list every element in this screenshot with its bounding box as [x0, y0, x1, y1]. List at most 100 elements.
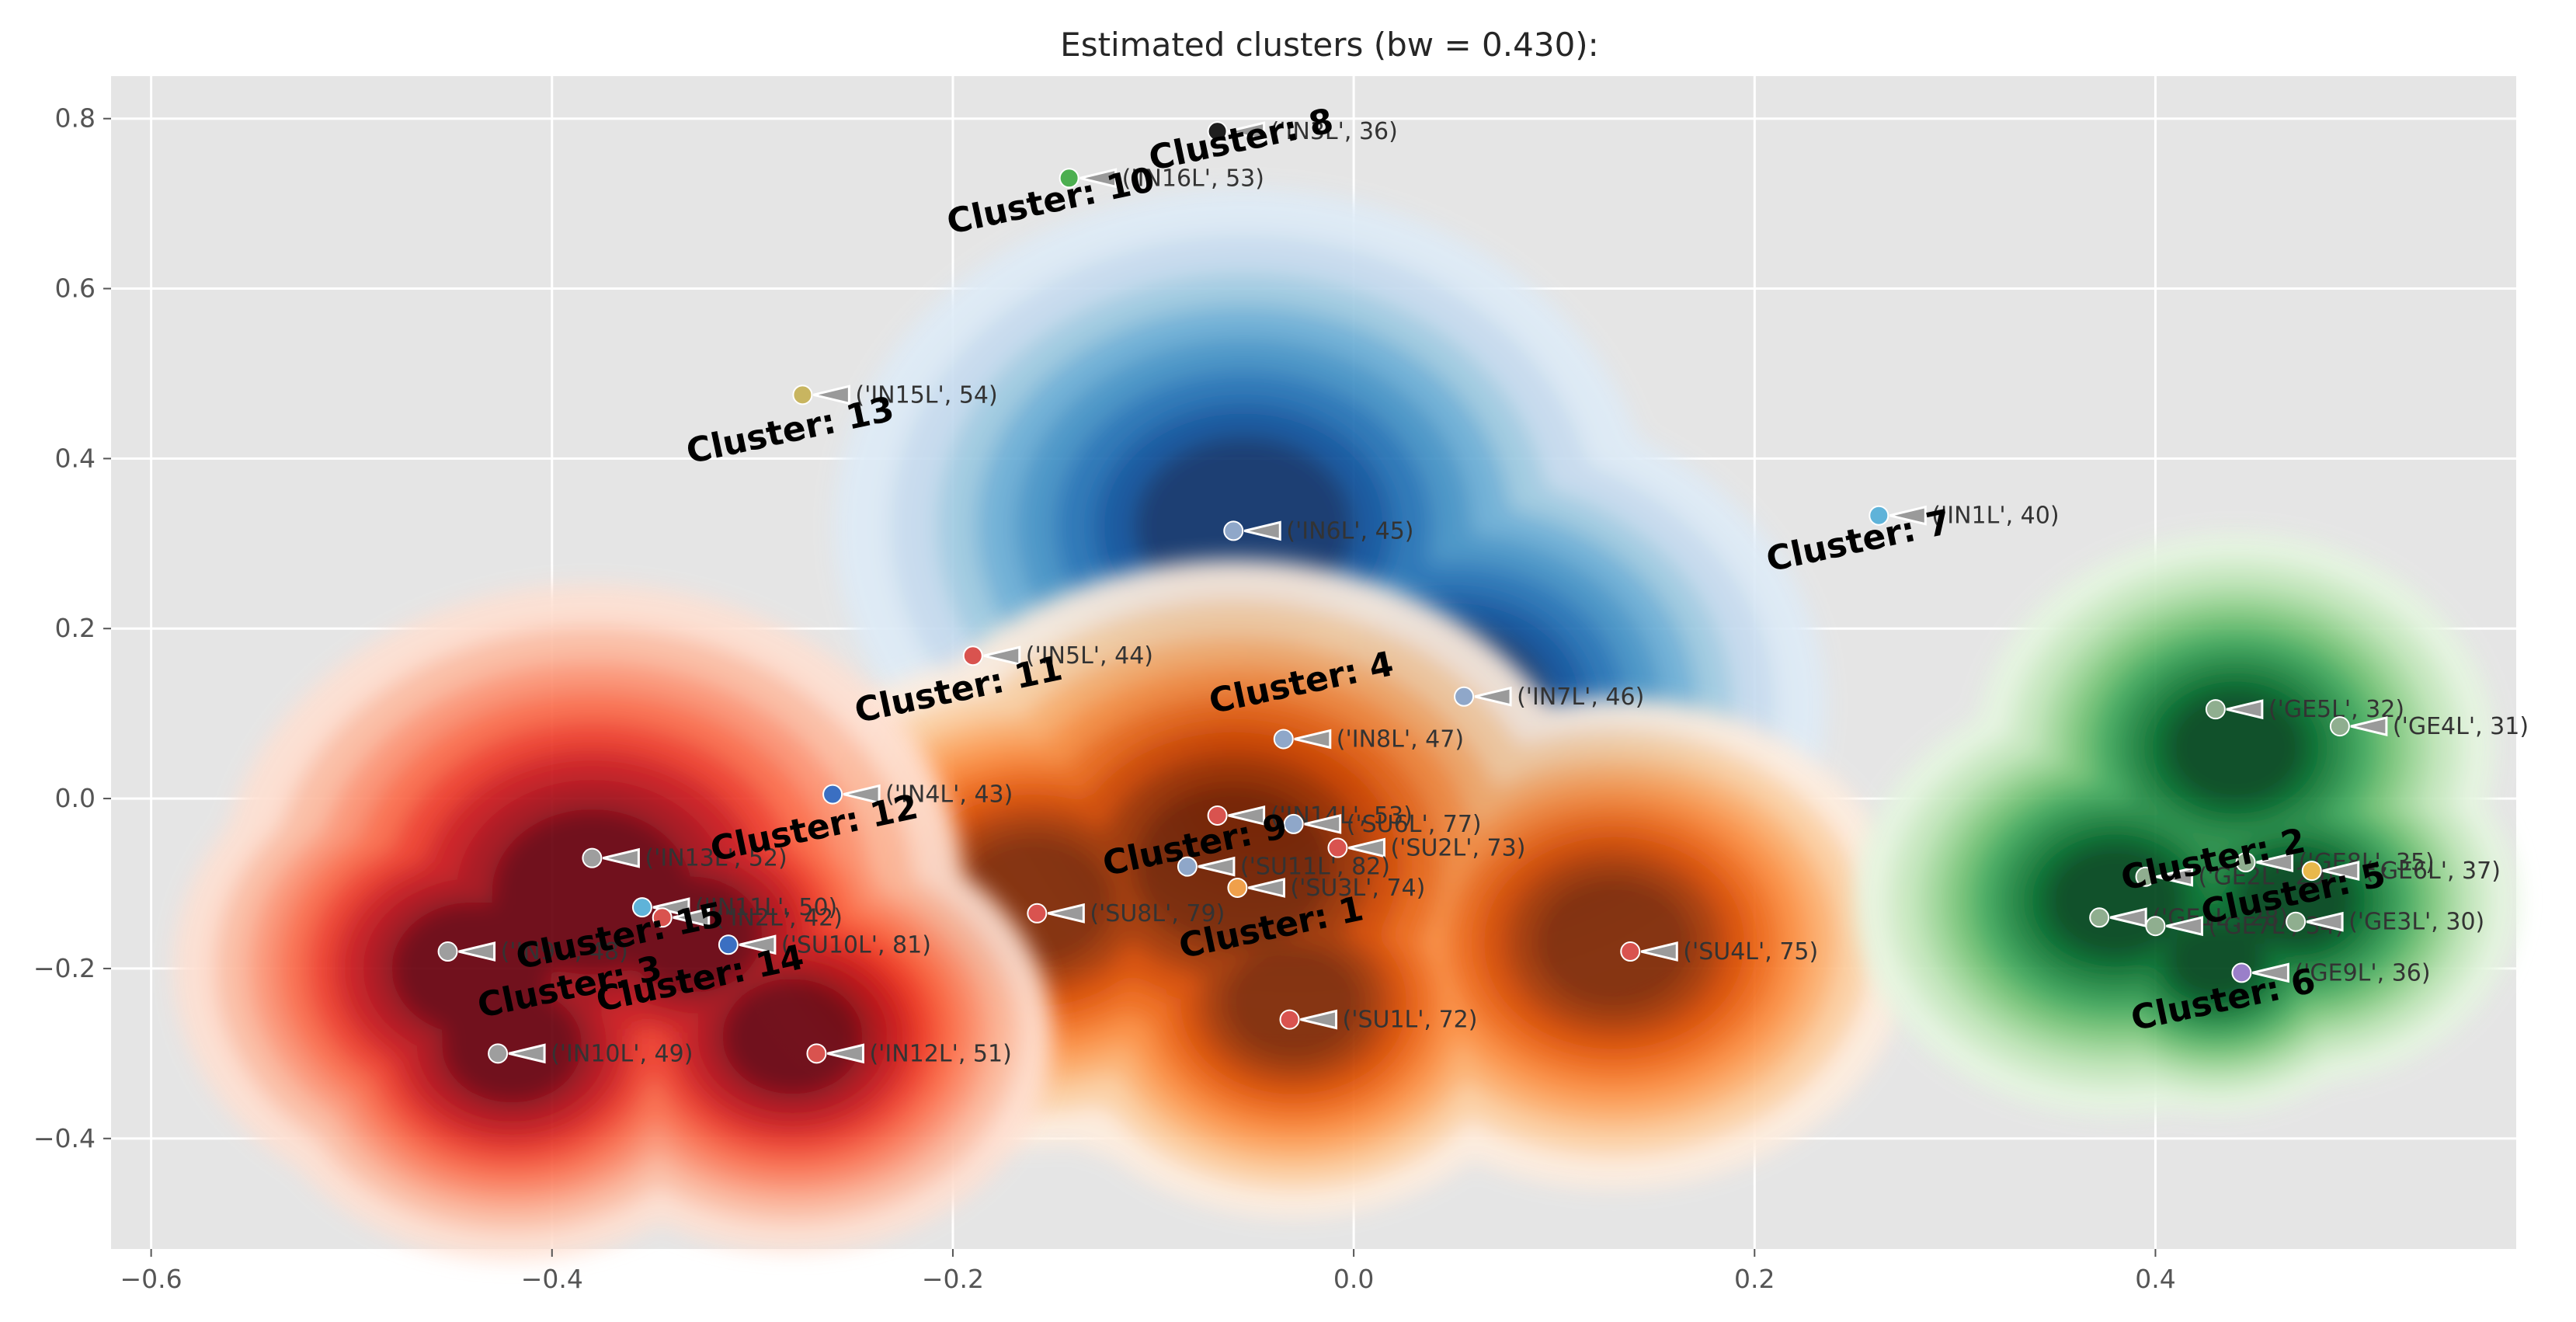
data-point: ('IN5L', 44): [962, 642, 1153, 670]
point-marker: [806, 1043, 827, 1064]
point-arrow: [458, 941, 496, 962]
point-arrow: [1198, 856, 1236, 877]
data-point: ('SU11L', 82): [1177, 854, 1390, 881]
point-label: ('SU10L', 81): [781, 931, 931, 958]
data-point: ('IN1L', 40): [1869, 503, 2060, 530]
point-marker: [1283, 813, 1304, 834]
point-label: ('IN5L', 44): [1026, 642, 1153, 670]
density-band: [722, 978, 863, 1094]
point-marker: [488, 1043, 509, 1064]
point-arrow: [1243, 520, 1281, 541]
point-arrow: [2322, 861, 2360, 881]
point-label: ('SU1L', 72): [1343, 1007, 1478, 1034]
data-point: ('IN15L', 54): [792, 381, 998, 409]
point-marker: [2205, 699, 2226, 720]
data-point: ('GE9L', 36): [2231, 959, 2431, 986]
data-point: ('SU3L', 74): [1227, 875, 1425, 902]
point-arrow: [827, 1043, 864, 1064]
point-label: ('IN15L', 54): [855, 381, 997, 409]
point-label: ('SU6L', 77): [1347, 811, 1482, 838]
data-point: ('IN12L', 51): [806, 1040, 1012, 1067]
y-tick-label: −0.4: [33, 1123, 96, 1153]
point-arrow: [1304, 813, 1342, 834]
point-marker: [1273, 729, 1294, 750]
point-label: ('GE6L', 37): [2365, 858, 2501, 885]
point-label: ('IN13L', 52): [645, 845, 787, 872]
data-points: ('IN3L', 36) ('IN16L', 53) ('IN15L', 54) ('…: [437, 118, 2529, 1067]
point-marker: [1177, 856, 1198, 877]
point-label: ('IN9L', 48): [501, 938, 628, 965]
point-arrow: [813, 384, 850, 405]
point-marker: [2301, 861, 2322, 882]
data-point: ('SU8L', 79): [1027, 900, 1225, 927]
point-arrow: [603, 847, 640, 868]
y-tick-label: −0.2: [33, 953, 96, 983]
y-tick-label: 0.4: [55, 443, 96, 473]
data-point: ('SU4L', 75): [1620, 938, 1818, 965]
x-tick-label: 0.0: [1333, 1264, 1374, 1294]
y-tick-label: 0.8: [55, 103, 96, 134]
point-marker: [582, 847, 603, 868]
point-arrow: [1294, 729, 1332, 750]
y-tick-label: 0.0: [55, 783, 96, 813]
point-arrow: [1889, 505, 1927, 526]
point-arrow: [652, 897, 690, 918]
point-arrow: [983, 645, 1021, 666]
point-label: ('IN8L', 47): [1337, 725, 1464, 753]
point-arrow: [2350, 716, 2388, 736]
point-marker: [2235, 852, 2256, 873]
x-tick-label: −0.4: [521, 1264, 583, 1294]
point-marker: [1207, 805, 1228, 826]
density-band: [442, 986, 582, 1103]
point-label: ('IN10L', 49): [551, 1040, 693, 1067]
point-marker: [1454, 686, 1475, 707]
point-label: ('IN16L', 53): [1122, 165, 1264, 192]
density-red: [174, 585, 1053, 1261]
point-arrow: [1228, 805, 1266, 826]
point-arrow: [1640, 941, 1678, 962]
point-marker: [631, 897, 652, 918]
point-marker: [652, 907, 673, 928]
x-tick-label: −0.2: [922, 1264, 984, 1294]
data-point: ('IN8L', 47): [1273, 725, 1464, 753]
density-green: [1855, 532, 2519, 1116]
point-arrow: [1248, 878, 1285, 898]
point-arrow: [2109, 907, 2147, 928]
point-label: ('GE9L', 36): [2294, 959, 2430, 986]
point-marker: [1027, 903, 1048, 924]
data-point: ('SU2L', 73): [1327, 835, 1525, 862]
density-band: [1223, 945, 1364, 1061]
data-point: ('GE6L', 37): [2301, 858, 2501, 885]
point-marker: [2231, 962, 2252, 983]
point-arrow: [843, 784, 881, 805]
point-marker: [1279, 1009, 1300, 1030]
point-arrow: [2256, 852, 2294, 873]
point-arrow: [1300, 1009, 1338, 1030]
point-marker: [1207, 121, 1228, 142]
point-arrow: [739, 934, 777, 955]
point-arrow: [2156, 866, 2194, 887]
data-point: ('GE3L', 30): [2286, 909, 2484, 936]
data-point: ('SU6L', 77): [1283, 811, 1482, 838]
point-label: ('SU4L', 75): [1683, 938, 1818, 965]
y-tick-label: 0.2: [55, 613, 96, 643]
density-band: [2165, 689, 2306, 805]
y-tick-label: 0.6: [55, 273, 96, 304]
point-label: ('IN3L', 36): [1271, 118, 1398, 145]
x-tick-label: 0.4: [2135, 1264, 2175, 1294]
point-arrow: [2306, 911, 2344, 932]
point-arrow: [508, 1043, 546, 1064]
data-point: ('SU10L', 81): [718, 931, 931, 958]
point-label: ('SU2L', 73): [1390, 835, 1525, 862]
point-arrow: [2252, 962, 2289, 983]
point-label: ('GE3L', 30): [2348, 909, 2484, 936]
x-tick-label: 0.2: [1734, 1264, 1775, 1294]
density-regions: [174, 189, 2519, 1261]
point-arrow: [1348, 837, 1385, 858]
point-arrow: [2226, 699, 2264, 720]
point-label: ('IN11L', 50): [695, 894, 837, 921]
point-arrow: [1228, 121, 1266, 142]
x-tick-label: −0.6: [120, 1264, 183, 1294]
point-marker: [1223, 520, 1244, 541]
